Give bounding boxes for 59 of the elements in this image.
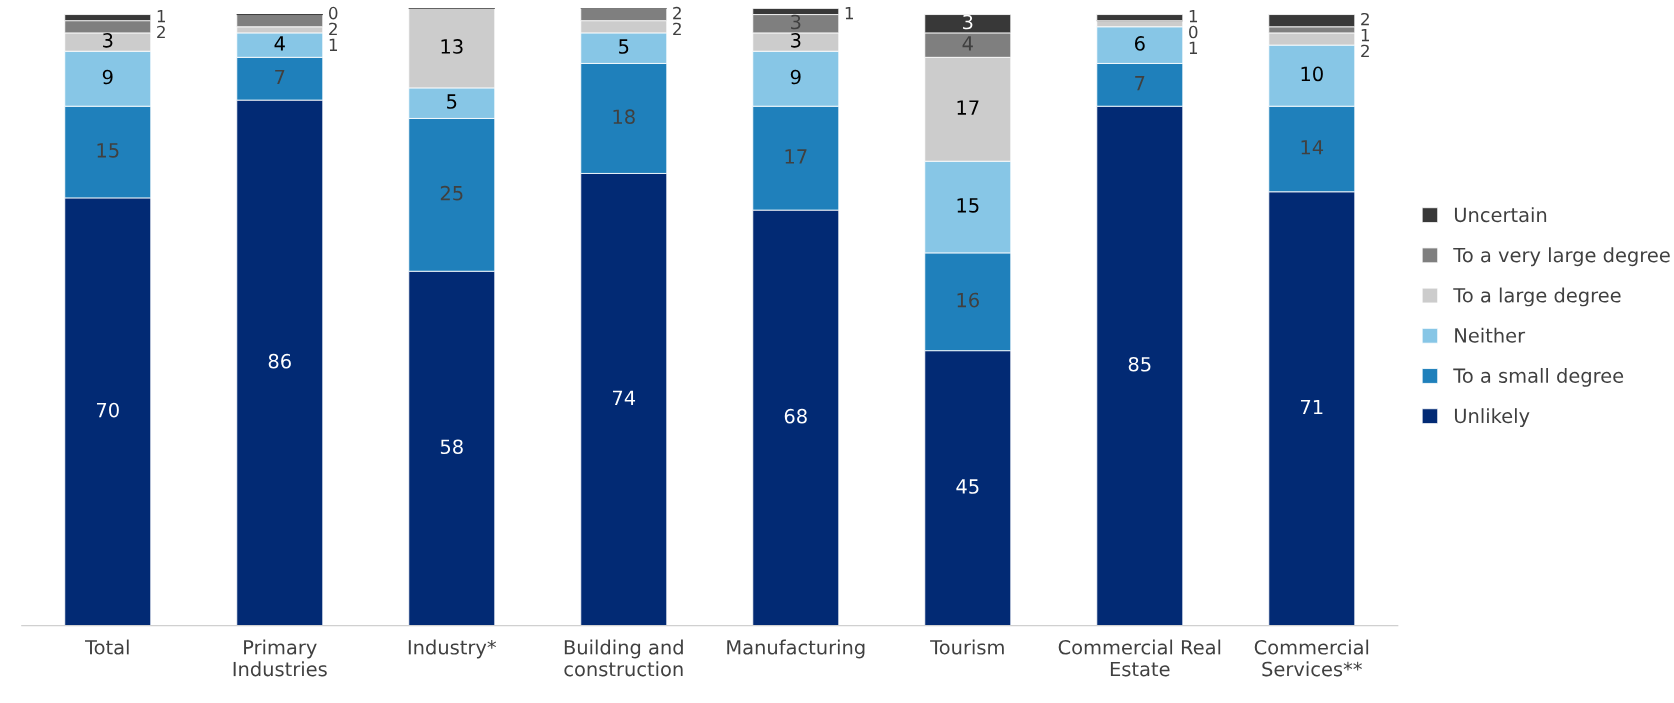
- x-tick-label: Manufacturing: [727, 639, 865, 659]
- data-label: 3: [963, 14, 973, 30]
- data-label: 2: [1361, 12, 1369, 26]
- data-label: 1: [1189, 41, 1198, 54]
- data-label: 58: [440, 439, 463, 455]
- x-tick-label: Tourism: [930, 639, 1004, 655]
- data-label: 1: [1189, 10, 1198, 23]
- x-tick-label: Primary Industries: [233, 639, 327, 677]
- data-label: 3: [103, 32, 113, 48]
- legend-label: To a very large degree: [1453, 247, 1670, 267]
- data-label: 7: [1135, 76, 1145, 91]
- data-label: 10: [1301, 66, 1323, 82]
- data-label: 85: [1128, 356, 1151, 372]
- data-label: 15: [97, 143, 119, 158]
- data-label: 15: [957, 198, 979, 213]
- data-label: 1: [845, 7, 853, 20]
- data-label: 0: [329, 6, 338, 20]
- data-label: 74: [613, 390, 636, 405]
- data-label: 1: [1361, 29, 1370, 42]
- data-label: 3: [791, 14, 801, 30]
- data-label: 1: [329, 38, 337, 51]
- data-label: 2: [1361, 44, 1369, 58]
- data-label: 2: [673, 6, 681, 20]
- data-label: 4: [274, 36, 285, 51]
- legend-label: Uncertain: [1454, 207, 1547, 223]
- data-label: 3: [791, 32, 801, 48]
- data-label: 25: [440, 185, 463, 201]
- data-label: 17: [785, 149, 807, 164]
- data-label: 68: [784, 408, 807, 424]
- data-label: 9: [102, 69, 113, 85]
- data-label: 2: [673, 22, 681, 36]
- data-label: 2: [329, 22, 337, 36]
- data-label: 5: [619, 39, 629, 54]
- data-label: 0: [1189, 25, 1198, 39]
- data-label: 17: [957, 100, 979, 115]
- data-label: 6: [1134, 36, 1145, 51]
- data-label: 5: [447, 94, 457, 109]
- data-label: 9: [790, 69, 801, 85]
- data-label: 2: [157, 25, 165, 39]
- data-label: 13: [441, 39, 463, 54]
- legend-label: To a small degree: [1453, 367, 1624, 387]
- data-label: 7: [275, 69, 285, 85]
- data-label: 18: [613, 109, 635, 125]
- x-tick-label: Total: [85, 639, 129, 655]
- data-label: 86: [268, 353, 291, 369]
- data-label: 1: [157, 10, 165, 23]
- x-tick-label: Commercial Services**: [1254, 639, 1369, 677]
- data-label: 4: [962, 36, 973, 51]
- x-tick-label: Building and construction: [564, 639, 683, 677]
- data-label: 14: [1301, 140, 1324, 155]
- legend-label: Unlikely: [1454, 408, 1530, 427]
- data-label: 45: [956, 479, 979, 494]
- x-tick-label: Commercial Real Estate: [1058, 639, 1221, 677]
- legend-label: Neither: [1455, 327, 1526, 343]
- data-label: 70: [96, 402, 119, 418]
- x-tick-label: Industry*: [408, 639, 497, 659]
- data-label: 71: [1301, 399, 1323, 415]
- legend-label: To a large degree: [1453, 287, 1621, 307]
- data-label: 16: [957, 292, 979, 308]
